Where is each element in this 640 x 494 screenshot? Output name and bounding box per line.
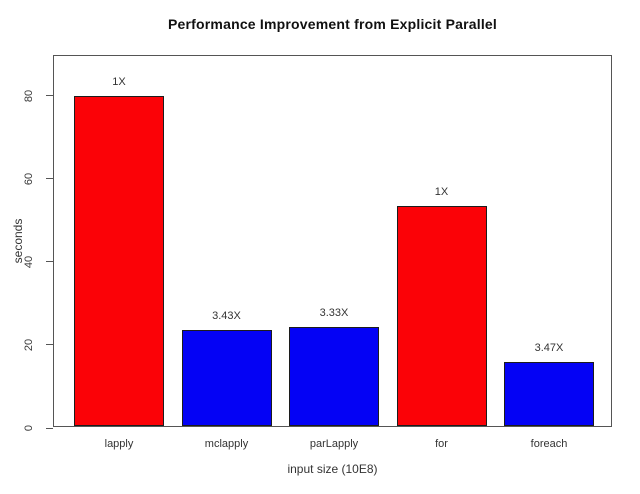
bar-lapply (74, 96, 164, 426)
y-tick-mark (46, 261, 53, 263)
chart-title: Performance Improvement from Explicit Pa… (168, 16, 497, 32)
y-tick-mark (46, 178, 53, 180)
bar-value-label-mclapply: 3.43X (212, 310, 241, 322)
bar-value-label-parLapply: 3.33X (319, 307, 349, 319)
y-tick-label-text: 20 (23, 338, 35, 352)
y-tick-mark (46, 344, 53, 346)
bar-value-label-foreach: 3.47X (534, 342, 564, 354)
plot-area: 0 20 40 60 80 1X lapply 3.43X mclapply 3.33X parLa… (23, 55, 612, 450)
y-tick-label-text: 80 (23, 89, 35, 102)
category-label-foreach: foreach (530, 438, 568, 450)
bar-mclapply (181, 330, 272, 426)
y-tick-label-text: 60 (23, 172, 35, 186)
y-tick-label-text: 40 (23, 255, 35, 269)
category-label-lapply: lapply (104, 438, 134, 450)
category-label-for: for (435, 438, 448, 450)
bar-parLapply (289, 327, 379, 426)
x-axis-label: input size (10E8) (287, 462, 378, 476)
y-tick-mark (46, 95, 53, 97)
y-tick-label-text: 0 (23, 424, 35, 432)
bar-foreach (504, 362, 594, 426)
bar-for (396, 206, 487, 426)
category-label-parLapply: parLapply (309, 438, 359, 450)
category-label-mclapply: mclapply (204, 438, 249, 450)
y-tick-mark (46, 427, 53, 429)
bar-value-label-for: 1X (434, 186, 449, 198)
bar-value-label-lapply: 1X (112, 76, 126, 88)
